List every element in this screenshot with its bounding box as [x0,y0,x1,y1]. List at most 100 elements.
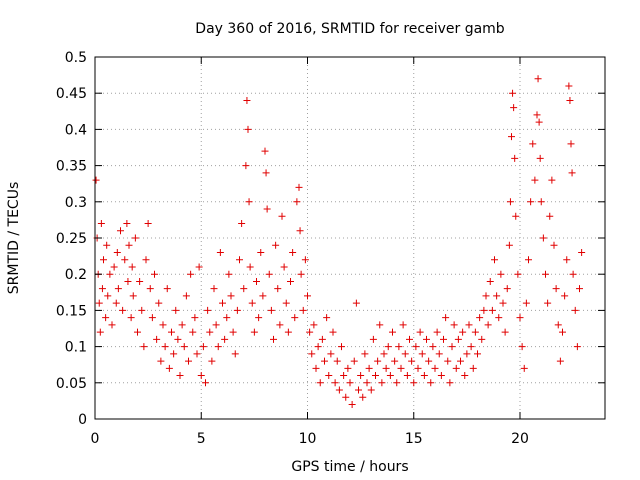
data-point [463,350,471,358]
data-point [110,263,118,271]
data-point [316,379,324,387]
data-point [556,357,564,365]
data-point [461,372,469,380]
data-point [257,248,265,256]
data-point [340,372,348,380]
data-point [363,379,371,387]
data-point [348,401,356,409]
data-point [129,292,137,300]
data-point [525,256,532,264]
y-tick-label: 0.35 [56,159,87,175]
x-tick-label: 20 [511,431,529,447]
data-point [442,314,450,322]
data-point [180,343,188,351]
y-tick-label: 0 [78,412,87,428]
data-points [92,75,586,409]
data-point [429,343,437,351]
data-point [457,357,464,365]
data-point [554,321,562,329]
y-tick-label: 0.15 [56,303,87,319]
data-point [255,314,263,322]
data-point [321,357,328,365]
data-point [548,176,556,184]
data-point [187,270,195,278]
data-point [578,248,586,256]
data-point [189,328,197,336]
data-point [412,343,420,351]
data-point [197,372,205,380]
data-point [238,220,246,228]
data-point [103,241,111,249]
data-point [493,292,501,300]
data-point [301,256,309,264]
y-tick-label: 0.1 [65,340,87,356]
data-point [142,256,150,264]
data-point [480,306,488,314]
data-point [225,270,233,278]
data-point [393,379,401,387]
data-point [227,292,235,300]
y-axis-title: SRMTID / TECUs [6,182,22,295]
x-tick-label: 10 [299,431,317,447]
data-point [497,270,505,278]
data-point [168,328,175,336]
data-point [127,314,135,322]
data-point [414,364,422,372]
data-point [401,350,409,358]
data-point [104,292,112,300]
data-point [231,350,239,358]
data-point [408,357,416,365]
data-point [100,256,107,264]
data-point [240,285,248,293]
data-point [509,89,517,97]
data-point [296,227,304,235]
data-point [193,350,201,358]
data-point [482,292,490,300]
data-point [318,335,326,343]
data-point [508,133,515,141]
data-point [284,328,292,336]
data-point [216,248,224,256]
data-point [331,379,339,387]
data-point [561,292,569,300]
data-point [270,335,277,343]
data-point [365,364,373,372]
data-point [357,372,365,380]
data-point [119,306,127,314]
data-point [397,364,405,372]
data-point [202,379,209,387]
data-point [134,328,141,336]
data-point [153,335,161,343]
data-point [262,169,270,177]
data-point [136,277,144,285]
data-point [437,372,445,380]
data-point [478,335,486,343]
data-point [491,256,498,264]
data-point [427,379,435,387]
data-point [157,357,165,365]
data-point [342,393,350,401]
data-point [208,357,216,365]
x-tick-label: 15 [405,431,423,447]
data-point [106,270,114,278]
data-point [571,306,579,314]
data-point [567,140,575,148]
data-point [488,306,496,314]
data-point [338,343,345,351]
data-point [244,125,252,133]
data-point [178,321,186,329]
data-point [467,343,475,351]
data-point [559,328,566,336]
data-point [229,328,237,336]
data-point [165,364,173,372]
data-point [446,379,454,387]
data-point [459,328,467,336]
grid-lines [95,57,605,419]
data-point [161,343,169,351]
data-point [382,364,390,372]
data-point [516,314,524,322]
data-point [210,285,218,293]
data-point [124,277,132,285]
data-point [501,328,509,336]
